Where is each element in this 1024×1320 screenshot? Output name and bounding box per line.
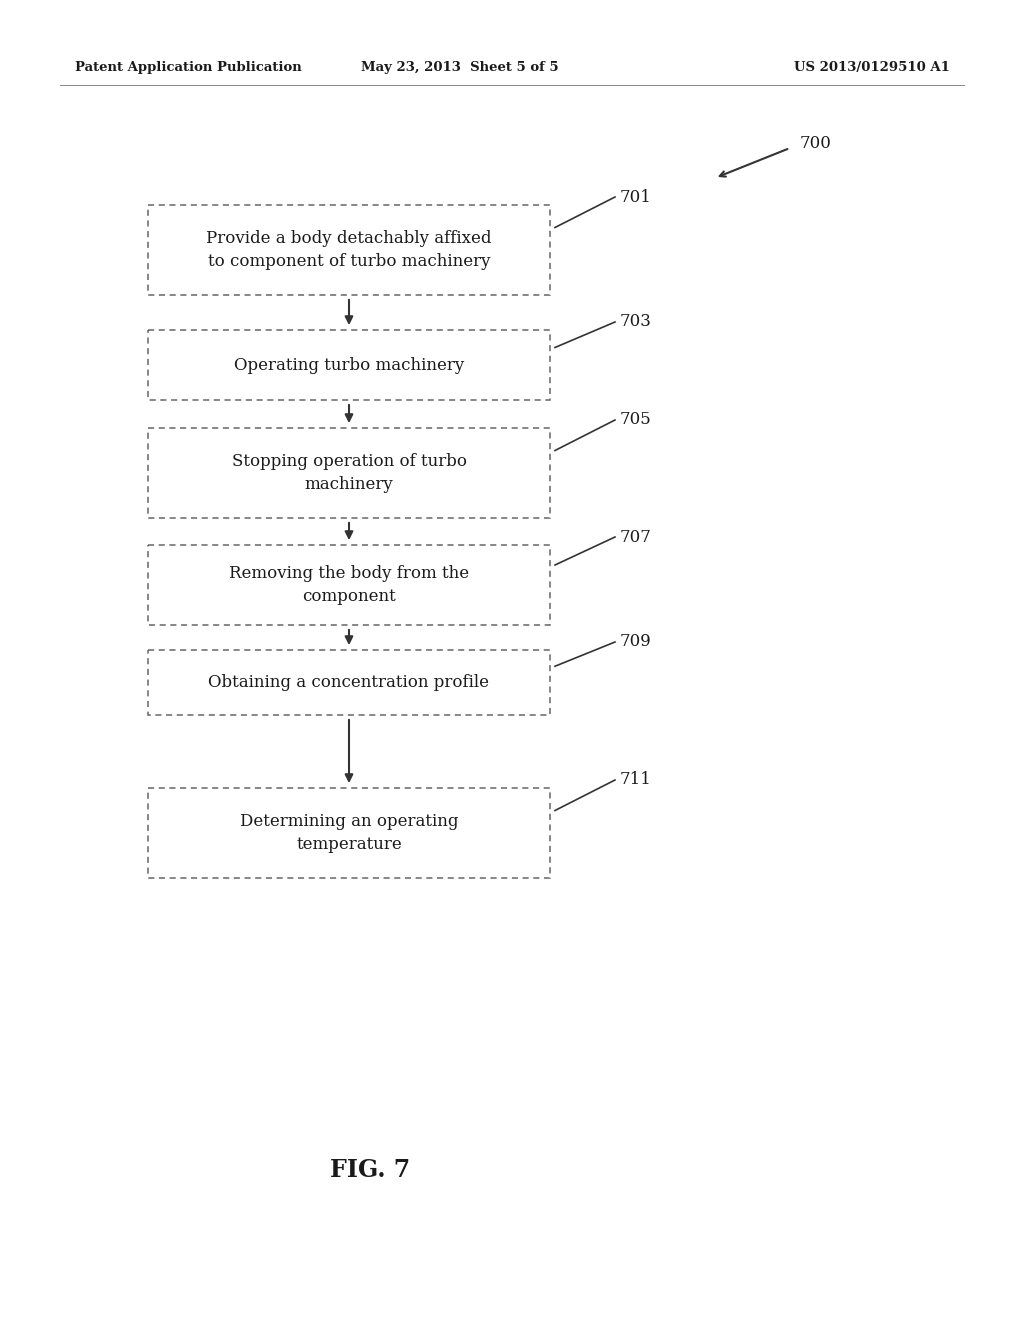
Text: 709: 709 <box>620 634 651 651</box>
Bar <box>148 205 550 294</box>
Text: 700: 700 <box>800 135 831 152</box>
Bar <box>148 545 550 624</box>
Text: Patent Application Publication: Patent Application Publication <box>75 62 302 74</box>
Text: May 23, 2013  Sheet 5 of 5: May 23, 2013 Sheet 5 of 5 <box>361 62 559 74</box>
Text: FIG. 7: FIG. 7 <box>330 1158 411 1181</box>
Text: 705: 705 <box>620 412 651 429</box>
Text: Provide a body detachably affixed
to component of turbo machinery: Provide a body detachably affixed to com… <box>206 231 492 269</box>
Text: Operating turbo machinery: Operating turbo machinery <box>233 356 464 374</box>
Text: 711: 711 <box>620 771 652 788</box>
Text: Stopping operation of turbo
machinery: Stopping operation of turbo machinery <box>231 453 467 492</box>
Text: US 2013/0129510 A1: US 2013/0129510 A1 <box>795 62 950 74</box>
Bar <box>148 330 550 400</box>
Text: 701: 701 <box>620 189 652 206</box>
Text: Determining an operating
temperature: Determining an operating temperature <box>240 813 459 853</box>
Text: 707: 707 <box>620 528 652 545</box>
Text: Removing the body from the
component: Removing the body from the component <box>229 565 469 605</box>
Bar <box>148 649 550 715</box>
Text: Obtaining a concentration profile: Obtaining a concentration profile <box>209 675 489 690</box>
Bar <box>148 428 550 517</box>
Bar <box>148 788 550 878</box>
Text: 703: 703 <box>620 314 652 330</box>
